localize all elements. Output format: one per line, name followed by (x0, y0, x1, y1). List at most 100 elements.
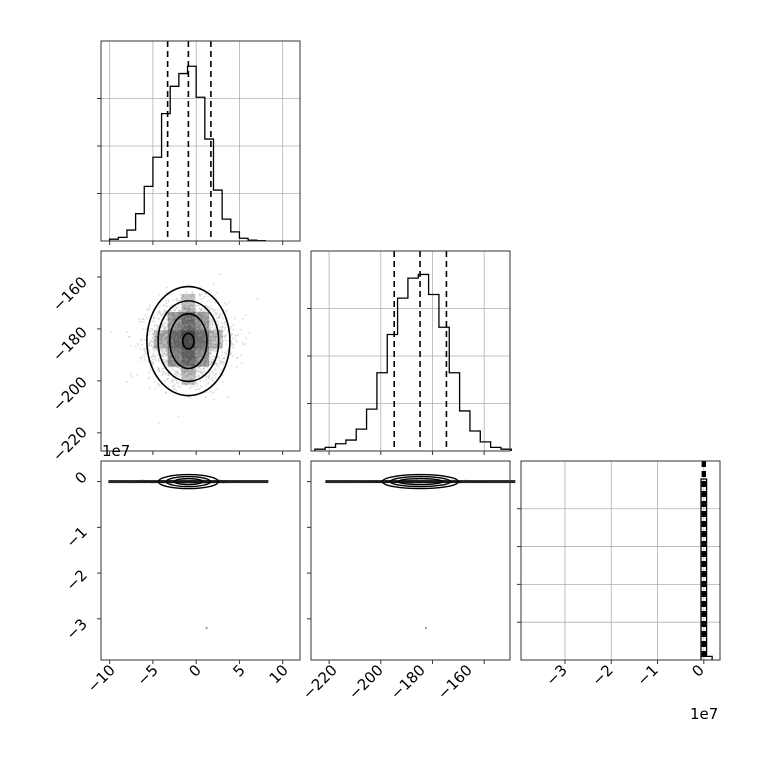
scatter-point (194, 369, 197, 372)
scatter-point (195, 305, 198, 307)
scatter-point-outlier (424, 626, 428, 630)
scatter-point (152, 320, 154, 323)
scatter-point (165, 305, 168, 308)
scatter-point (200, 354, 203, 356)
scatter-point (155, 347, 157, 349)
scatter-point (214, 350, 216, 353)
marks-layer (109, 41, 713, 660)
histogram-step (109, 65, 267, 242)
scatter-point (159, 336, 162, 338)
scatter-point (151, 360, 153, 363)
scatter-point (179, 373, 182, 376)
scatter-point (217, 320, 220, 323)
scatter-point (198, 322, 201, 325)
scatter-point (148, 308, 151, 311)
scatter-point (222, 335, 224, 338)
scatter-point (195, 337, 198, 340)
scatter-point (160, 330, 163, 333)
scatter-point (196, 382, 199, 385)
scatter-point (141, 343, 143, 346)
scatter-point (169, 366, 172, 369)
scatter-point (210, 308, 213, 310)
scatter-point (218, 478, 221, 481)
scatter-point (138, 318, 141, 320)
scatter-point (167, 340, 170, 343)
scatter-point (197, 313, 200, 316)
scatter-point (196, 333, 199, 335)
scatter-point (204, 318, 207, 321)
scatter-point (209, 358, 212, 361)
scatter-point (197, 370, 200, 373)
scatter-point (191, 293, 194, 296)
scatter-point (229, 353, 232, 356)
scatter-point (220, 335, 223, 338)
scatter-point (206, 328, 208, 331)
scatter-point (229, 327, 232, 330)
scatter-point (220, 348, 222, 351)
scatter-point (179, 368, 182, 371)
scatter-point (223, 362, 226, 364)
scatter-point (177, 299, 180, 302)
scatter-point (199, 293, 202, 296)
histogram-step (700, 478, 713, 660)
scatter-point (143, 356, 146, 359)
scatter-point (172, 314, 174, 317)
scatter-point (214, 369, 217, 372)
scatter-point (210, 370, 213, 372)
scatter-point (212, 335, 215, 337)
density-cell (195, 312, 210, 331)
scatter-point (180, 318, 183, 321)
density-cell (167, 312, 182, 331)
tick-label-x: −3 (542, 661, 570, 689)
scatter-point (173, 329, 176, 332)
scatter-point (171, 342, 174, 345)
scatter-point (229, 352, 232, 354)
scatter-point (175, 351, 178, 354)
scatter-point (211, 345, 214, 348)
scatter-point (210, 318, 213, 321)
scatter-point (144, 339, 147, 341)
scatter-point (147, 377, 150, 380)
scatter-point (223, 357, 226, 360)
scatter-point (162, 304, 165, 307)
scatter-point (160, 333, 162, 336)
scatter-point (192, 311, 195, 314)
scatter-point (195, 325, 197, 327)
scatter-point (167, 299, 170, 301)
scatter-point (209, 353, 212, 356)
scatter-point (222, 364, 225, 366)
scatter-point (189, 387, 191, 390)
scatter-point (195, 310, 198, 313)
scatter-point (217, 317, 220, 319)
scatter-point (148, 333, 151, 336)
scatter-point (191, 320, 193, 322)
scatter-point (143, 349, 146, 352)
scatter-point (142, 318, 145, 320)
tick-label-x: −160 (434, 661, 476, 703)
scatter-point (164, 343, 167, 346)
scatter-point (179, 321, 181, 323)
scatter-point (192, 318, 195, 320)
scatter-point (185, 321, 188, 324)
scatter-point (182, 323, 185, 326)
scatter-point (219, 312, 222, 315)
scatter-point (194, 373, 197, 376)
scatter-point (201, 336, 204, 339)
scatter-point (183, 322, 186, 324)
scatter-point (178, 310, 180, 313)
scatter-point (176, 337, 178, 340)
scatter-point (157, 368, 160, 370)
scatter-point (244, 314, 247, 316)
scatter-point (190, 378, 193, 380)
scatter-point (174, 356, 177, 359)
scatter-point (223, 328, 226, 331)
scatter-point (150, 343, 153, 346)
scatter-point (171, 311, 174, 313)
scatter-point (175, 324, 178, 327)
scatter-point (222, 340, 225, 343)
scatter-point (196, 356, 199, 359)
scatter-point (230, 325, 232, 328)
scatter-point (213, 294, 216, 297)
scatter-point (180, 322, 183, 325)
tick-label-y: −160 (49, 273, 91, 315)
